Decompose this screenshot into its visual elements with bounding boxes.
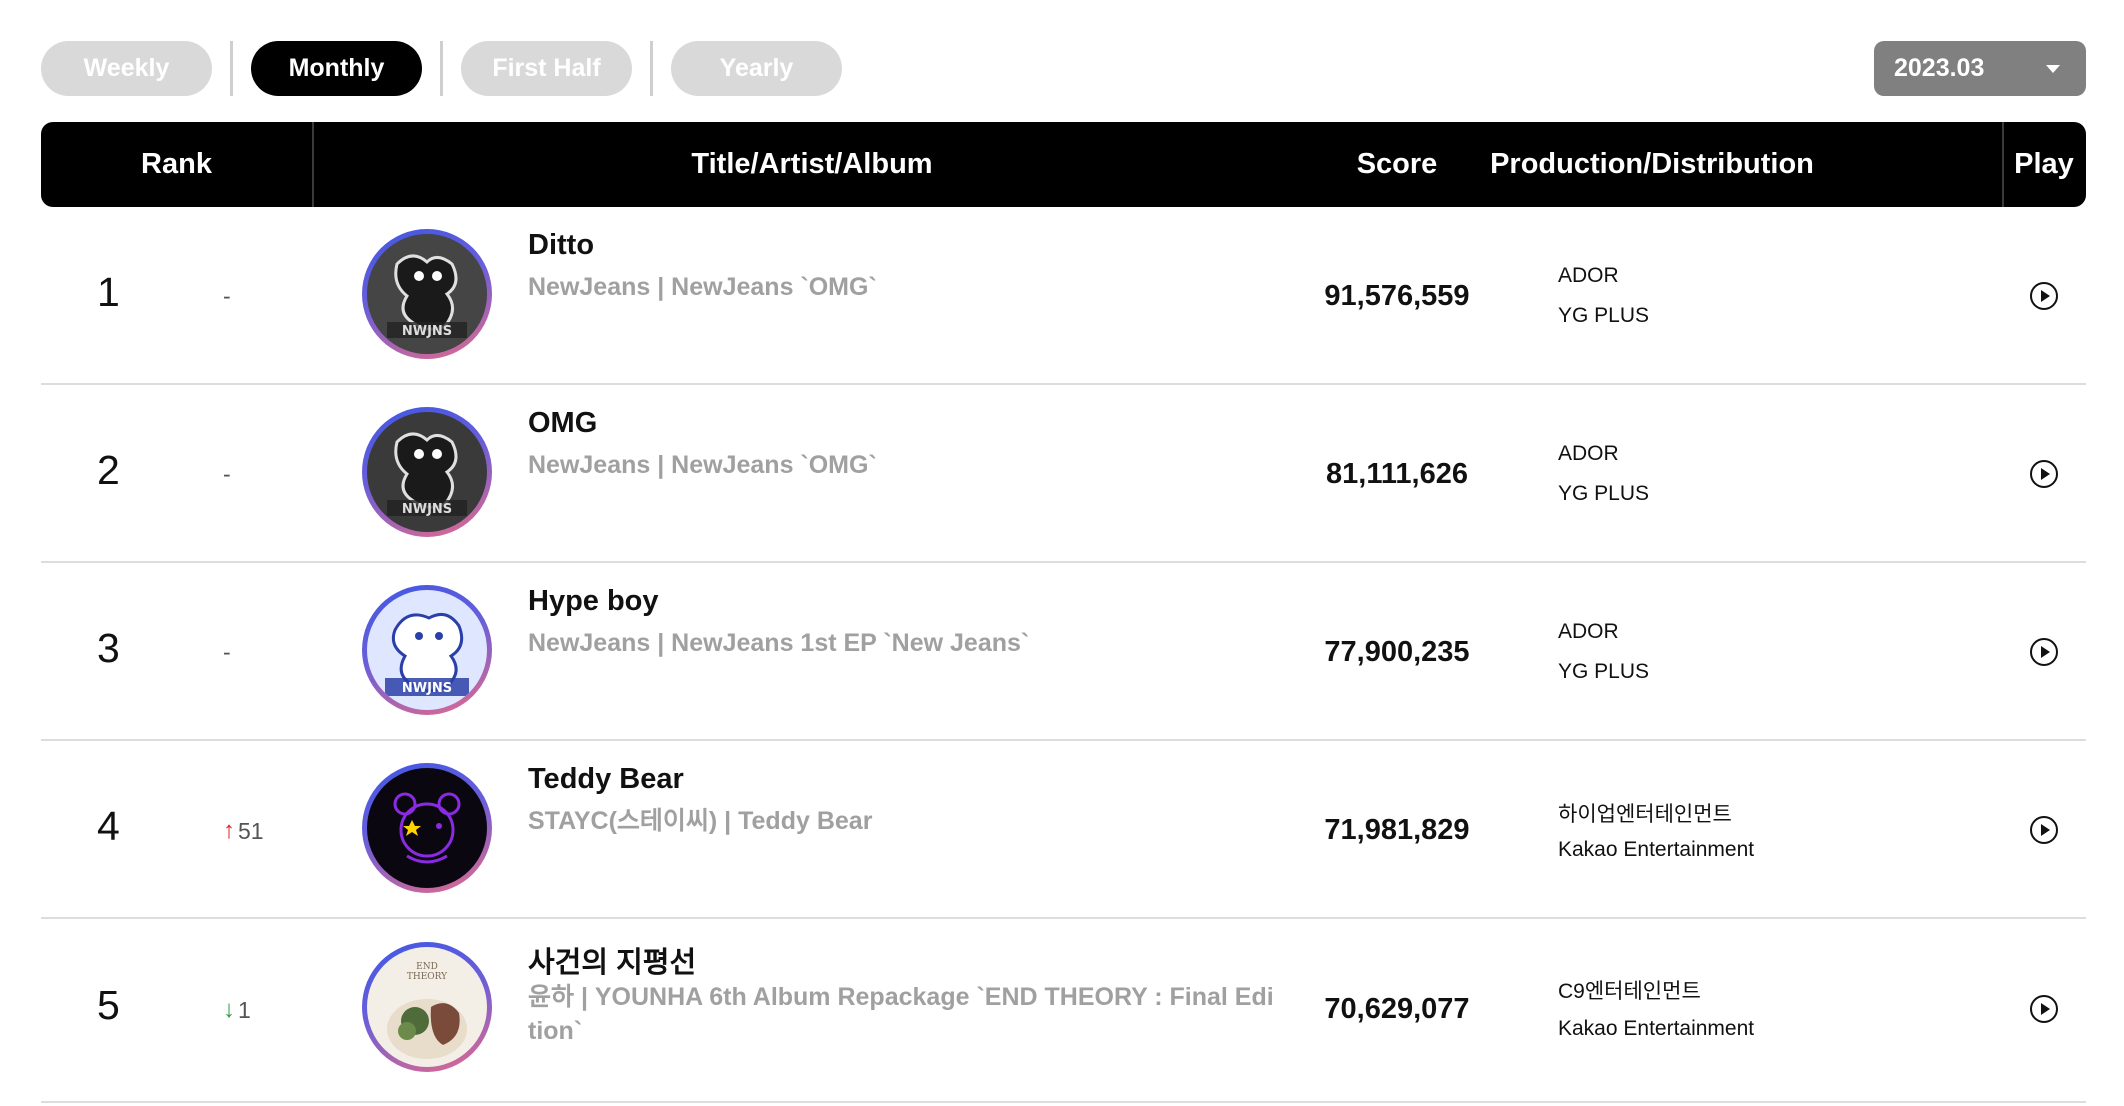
svg-text:THEORY: THEORY bbox=[407, 972, 448, 982]
play-triangle bbox=[2041, 290, 2050, 302]
song-title[interactable]: OMG bbox=[528, 407, 598, 439]
rank-change: - bbox=[223, 283, 323, 310]
album-cover-image: NWJNS bbox=[367, 590, 487, 710]
svg-text:END: END bbox=[416, 962, 438, 972]
score: 77,900,235 bbox=[1324, 636, 1470, 668]
album-cover[interactable]: END THEORY bbox=[362, 942, 492, 1072]
rank-change: ↑ 51 bbox=[223, 817, 323, 845]
song-artist-album[interactable]: STAYC(스테이씨) | Teddy Bear bbox=[528, 807, 873, 835]
tab-weekly[interactable]: Weekly bbox=[41, 41, 212, 96]
rank-number: 1 bbox=[97, 269, 120, 315]
header-divider bbox=[312, 122, 314, 207]
period-tabs: Weekly Monthly First Half Yearly bbox=[41, 41, 842, 96]
song-artist-album[interactable]: 윤하 | YOUNHA 6th Album Repackage `END THE… bbox=[528, 983, 1274, 1045]
score: 70,629,077 bbox=[1324, 993, 1470, 1025]
distribution: YG PLUS bbox=[1558, 660, 1650, 683]
album-cover-image: NWJNS bbox=[367, 412, 487, 532]
play-circle-icon[interactable] bbox=[2030, 816, 2058, 844]
album-cover-image: NWJNS bbox=[367, 234, 487, 354]
date-select[interactable]: 2023.03 bbox=[1874, 41, 2086, 96]
caret-down-icon bbox=[2046, 64, 2060, 73]
album-cover[interactable] bbox=[362, 763, 492, 893]
header-play: Play bbox=[2014, 148, 2074, 180]
distribution: YG PLUS bbox=[1558, 482, 1650, 505]
album-cover-image: END THEORY bbox=[367, 947, 487, 1067]
production: 하이업엔터테인먼트 bbox=[1558, 803, 1732, 826]
score: 71,981,829 bbox=[1324, 814, 1470, 846]
svg-text:NWJNS: NWJNS bbox=[402, 681, 452, 696]
album-cover[interactable]: NWJNS bbox=[362, 407, 492, 537]
song-artist-album[interactable]: NewJeans | NewJeans `OMG` bbox=[528, 273, 877, 301]
album-cover-image bbox=[367, 768, 487, 888]
play-triangle bbox=[2041, 824, 2050, 836]
play-triangle bbox=[2041, 646, 2050, 658]
svg-text:NWJNS: NWJNS bbox=[402, 324, 452, 339]
rank-number: 3 bbox=[97, 625, 120, 671]
rank-change-value: - bbox=[223, 283, 231, 309]
header-divider bbox=[2002, 122, 2004, 207]
rank-change-value: - bbox=[223, 639, 231, 665]
header-score: Score bbox=[1356, 148, 1438, 180]
production: ADOR bbox=[1558, 264, 1619, 287]
header-title: Title/Artist/Album bbox=[691, 148, 933, 180]
date-select-value: 2023.03 bbox=[1894, 54, 1985, 82]
rank-number: 2 bbox=[97, 447, 120, 493]
song-title[interactable]: Ditto bbox=[528, 229, 595, 261]
table-header: Rank Title/Artist/Album Score Production… bbox=[41, 122, 2086, 207]
score: 81,111,626 bbox=[1326, 458, 1468, 490]
header-production: Production/Distribution bbox=[1490, 148, 1814, 180]
rank-change-value: - bbox=[223, 461, 231, 487]
table-row: 4 ↑ 51 Teddy Bear STAYC(스테이씨) | Teddy Bea… bbox=[41, 741, 2086, 919]
header-rank: Rank bbox=[141, 148, 212, 180]
distribution: Kakao Entertainment bbox=[1558, 838, 1755, 861]
production: C9엔터테인먼트 bbox=[1558, 980, 1701, 1003]
tab-monthly[interactable]: Monthly bbox=[251, 41, 422, 96]
play-triangle bbox=[2041, 468, 2050, 480]
arrow-up-icon: ↑ bbox=[223, 817, 235, 844]
play-triangle bbox=[2041, 1003, 2050, 1015]
distribution: Kakao Entertainment bbox=[1558, 1017, 1755, 1040]
play-circle-icon[interactable] bbox=[2030, 638, 2058, 666]
table-row: 2 - NWJNS OMG NewJeans | NewJeans `OMG` … bbox=[41, 385, 2086, 563]
song-title[interactable]: Teddy Bear bbox=[528, 763, 684, 795]
tab-yearly[interactable]: Yearly bbox=[671, 41, 842, 96]
production: ADOR bbox=[1558, 442, 1619, 465]
tab-divider bbox=[440, 41, 443, 96]
rank-change-value: 51 bbox=[238, 817, 264, 844]
tab-first-half[interactable]: First Half bbox=[461, 41, 632, 96]
table-row: 1 - NWJNS Ditto NewJeans | NewJeans `OMG… bbox=[41, 207, 2086, 385]
play-circle-icon[interactable] bbox=[2030, 282, 2058, 310]
song-title[interactable]: Hype boy bbox=[528, 585, 659, 617]
rank-number: 4 bbox=[97, 803, 120, 849]
album-cover[interactable]: NWJNS bbox=[362, 585, 492, 715]
rank-change: - bbox=[223, 461, 323, 488]
song-title[interactable]: 사건의 지평선 bbox=[528, 947, 697, 979]
svg-text:NWJNS: NWJNS bbox=[402, 502, 452, 517]
table-row: 5 ↓ 1 END THEORY 사건의 지평선 윤하 | YOUNHA 6th … bbox=[41, 919, 2086, 1103]
table-row: 3 - NWJNS Hype boy NewJeans | NewJeans 1… bbox=[41, 563, 2086, 741]
score: 91,576,559 bbox=[1324, 280, 1470, 312]
arrow-down-icon: ↓ bbox=[223, 996, 235, 1023]
rank-change: - bbox=[223, 639, 323, 666]
play-circle-icon[interactable] bbox=[2030, 460, 2058, 488]
tab-divider bbox=[650, 41, 653, 96]
play-circle-icon[interactable] bbox=[2030, 995, 2058, 1023]
production: ADOR bbox=[1558, 620, 1619, 643]
rank-change: ↓ 1 bbox=[223, 996, 323, 1024]
rank-change-value: 1 bbox=[238, 996, 251, 1023]
rank-number: 5 bbox=[97, 982, 120, 1028]
distribution: YG PLUS bbox=[1558, 304, 1650, 327]
album-cover[interactable]: NWJNS bbox=[362, 229, 492, 359]
song-artist-album[interactable]: NewJeans | NewJeans `OMG` bbox=[528, 451, 877, 479]
song-artist-album[interactable]: NewJeans | NewJeans 1st EP `New Jeans` bbox=[528, 629, 1030, 657]
tab-divider bbox=[230, 41, 233, 96]
